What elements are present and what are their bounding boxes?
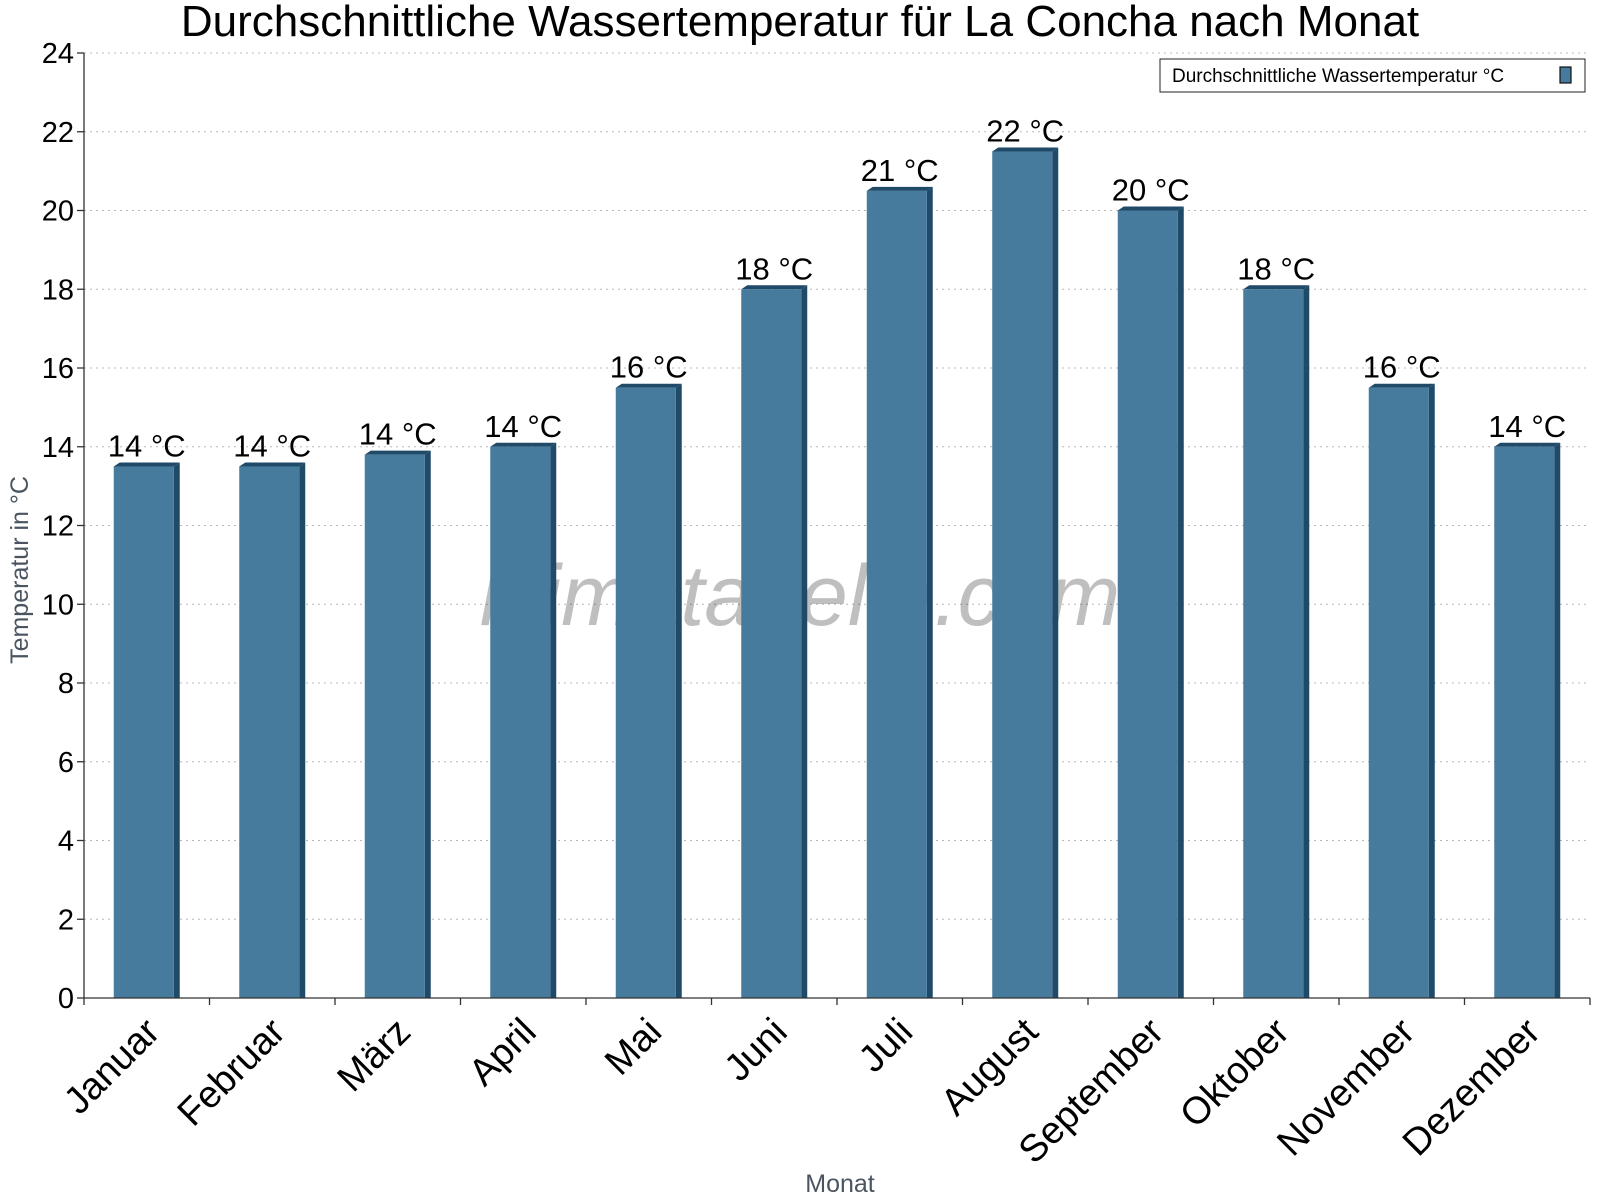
bar-side — [1303, 285, 1310, 998]
data-label: 16 °C — [1363, 350, 1441, 385]
bar-face — [1243, 289, 1304, 998]
bars — [113, 147, 1561, 998]
x-tick-label: Dezember — [1395, 1010, 1549, 1164]
bar-top — [1494, 442, 1561, 447]
data-labels: 14 °C 14 °C 14 °C 14 °C 16 °C 18 °C 21 °C 22 °C… — [108, 113, 1566, 463]
data-label: 14 °C — [233, 428, 311, 463]
bar-top — [741, 285, 808, 290]
legend-swatch — [1559, 66, 1572, 84]
grid-lines — [84, 52, 1590, 920]
bar — [741, 285, 808, 998]
bar — [113, 462, 180, 998]
bar-top — [1368, 383, 1435, 388]
bar-side — [1554, 442, 1561, 998]
x-tick-label: Mai — [597, 1011, 670, 1084]
bar-face — [490, 446, 551, 998]
data-label: 20 °C — [1112, 173, 1190, 208]
y-tick-label: 12 — [42, 511, 74, 543]
bar-side — [1428, 383, 1435, 998]
y-tick-label: 14 — [42, 432, 74, 464]
legend-box — [1159, 58, 1586, 93]
y-tick-label: 10 — [42, 589, 74, 621]
bar-face — [113, 466, 174, 998]
x-tick-labels: Januar Februar März April Mai Juni Juli AugustS… — [56, 1010, 1549, 1171]
bar-top — [239, 462, 306, 467]
legend-label: Durchschnittliche Wassertemperatur °C — [1172, 66, 1504, 87]
bar — [364, 450, 431, 998]
x-axis-title: Monat — [805, 1170, 875, 1198]
bar-top — [1117, 206, 1184, 211]
bar — [1494, 442, 1561, 998]
y-tick-label: 4 — [58, 826, 74, 858]
bar-top — [615, 383, 682, 388]
y-tick-label: 0 — [58, 983, 74, 1015]
y-tick-label: 6 — [58, 747, 74, 779]
bar — [1243, 285, 1310, 998]
data-label: 21 °C — [861, 153, 939, 188]
x-tick-label: Juni — [717, 1011, 796, 1090]
x-tick-label: Oktober — [1172, 1010, 1298, 1136]
bar-face — [741, 289, 802, 998]
bar-side — [173, 462, 180, 998]
x-tick-label: Februar — [170, 1010, 294, 1134]
bar-top — [113, 462, 180, 467]
bar-top — [866, 186, 933, 191]
bar-face — [1117, 210, 1178, 998]
x-tick-label: März — [330, 1011, 419, 1100]
bar — [1368, 383, 1435, 998]
bar — [1117, 206, 1184, 998]
bar-face — [239, 466, 300, 998]
y-tick-label: 24 — [42, 38, 74, 70]
data-label: 14 °C — [108, 428, 186, 463]
bar-face — [615, 387, 676, 998]
x-tick-label: August — [933, 1010, 1047, 1124]
y-tick-label: 22 — [42, 117, 74, 149]
bar-side — [1052, 147, 1059, 998]
bar — [239, 462, 306, 998]
bar-face — [992, 151, 1053, 998]
bar-side — [550, 442, 557, 998]
bar-side — [926, 186, 933, 998]
bar-top — [1243, 285, 1310, 290]
data-label: 16 °C — [610, 350, 688, 385]
bar-face — [866, 190, 927, 998]
bar-face — [1368, 387, 1429, 998]
data-label: 14 °C — [359, 417, 437, 452]
chart-title: Durchschnittliche Wassertemperatur für L… — [181, 0, 1419, 46]
x-tick-label: Juli — [851, 1011, 921, 1081]
bar-top — [490, 442, 557, 447]
y-tick-label: 18 — [42, 274, 74, 306]
bar-top — [364, 450, 431, 455]
axes — [77, 52, 1591, 1005]
data-label: 14 °C — [1488, 409, 1566, 444]
y-tick-label: 8 — [58, 668, 74, 700]
y-tick-label: 2 — [58, 904, 74, 936]
x-tick-label: Januar — [56, 1010, 168, 1122]
bar-side — [801, 285, 808, 998]
bar-top — [992, 147, 1059, 152]
y-tick-label: 16 — [42, 353, 74, 385]
bar-face — [1494, 446, 1555, 998]
data-label: 22 °C — [986, 113, 1064, 148]
bar — [866, 186, 933, 998]
bar — [490, 442, 557, 998]
y-axis-title: Temperatur in °C — [6, 476, 34, 664]
data-label: 14 °C — [484, 409, 562, 444]
y-tick-label: 20 — [42, 196, 74, 228]
bar-side — [299, 462, 306, 998]
data-label: 18 °C — [735, 251, 813, 286]
bar-side — [675, 383, 682, 998]
bar-side — [1177, 206, 1184, 998]
legend: Durchschnittliche Wassertemperatur °C — [1159, 58, 1586, 93]
x-tick-label: April — [461, 1011, 544, 1094]
bar-side — [424, 450, 431, 998]
bar — [615, 383, 682, 998]
bar — [992, 147, 1059, 998]
data-label: 18 °C — [1237, 251, 1315, 286]
bar-face — [364, 454, 425, 998]
